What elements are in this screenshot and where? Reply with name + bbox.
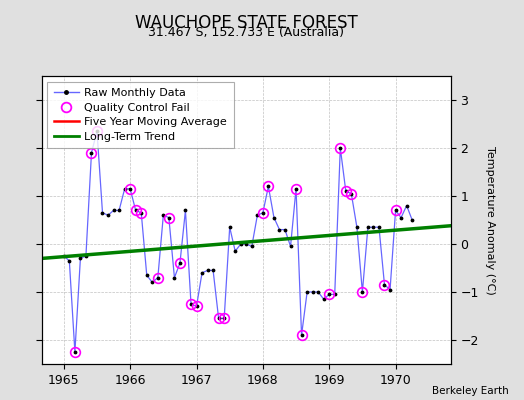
Text: Berkeley Earth: Berkeley Earth — [432, 386, 508, 396]
Text: 31.467 S, 152.733 E (Australia): 31.467 S, 152.733 E (Australia) — [148, 26, 344, 39]
Legend: Raw Monthly Data, Quality Control Fail, Five Year Moving Average, Long-Term Tren: Raw Monthly Data, Quality Control Fail, … — [48, 82, 234, 148]
Text: WAUCHOPE STATE FOREST: WAUCHOPE STATE FOREST — [135, 14, 358, 32]
Y-axis label: Temperature Anomaly (°C): Temperature Anomaly (°C) — [485, 146, 495, 294]
